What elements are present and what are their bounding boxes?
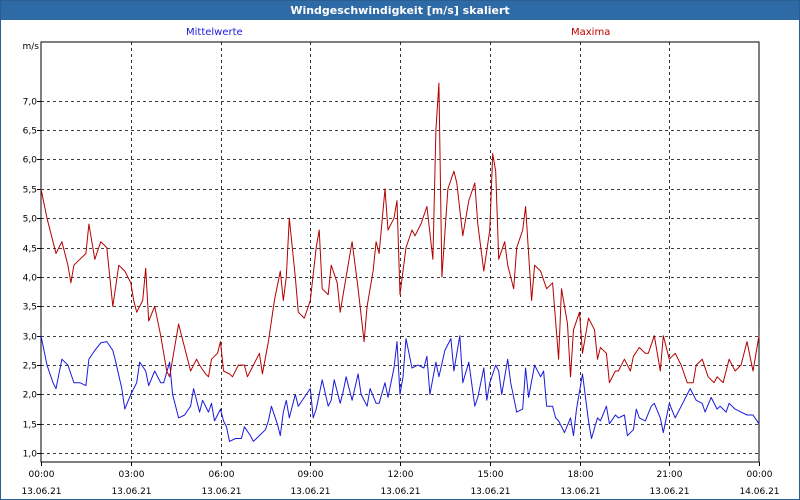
series-line-mittelwerte bbox=[40, 335, 760, 442]
x-tick-date: 13.06.21 bbox=[111, 487, 151, 497]
legend-maxima: Maxima bbox=[571, 27, 611, 38]
x-tick-date: 13.06.21 bbox=[290, 487, 330, 497]
x-tick-date: 13.06.21 bbox=[380, 487, 420, 497]
y-tick-label: 1,0 bbox=[23, 450, 38, 460]
x-tick-time: 21:00 bbox=[657, 470, 683, 480]
y-tick-label: 2,5 bbox=[23, 362, 37, 372]
y-tick-label: 3,0 bbox=[23, 333, 38, 343]
y-tick-label: 5,5 bbox=[23, 186, 37, 196]
x-tick-time: 00:00 bbox=[747, 470, 773, 480]
y-tick-label: 7,0 bbox=[23, 98, 38, 108]
x-tick-time: 00:00 bbox=[29, 470, 55, 480]
legend-mittelwerte: Mittelwerte bbox=[186, 27, 243, 38]
x-tick-date: 13.06.21 bbox=[470, 487, 510, 497]
y-axis-label: m/s bbox=[23, 42, 40, 52]
y-tick-label: 5,0 bbox=[23, 215, 38, 225]
series-line-maxima bbox=[40, 82, 760, 384]
y-tick-label: 6,5 bbox=[23, 127, 37, 137]
x-tick-time: 06:00 bbox=[209, 470, 235, 480]
y-tick-label: 4,5 bbox=[23, 245, 37, 255]
x-tick-date: 13.06.21 bbox=[201, 487, 241, 497]
x-tick-time: 09:00 bbox=[298, 470, 324, 480]
x-tick-time: 15:00 bbox=[478, 470, 504, 480]
plot-area bbox=[40, 41, 760, 463]
x-tick-date: 13.06.21 bbox=[560, 487, 600, 497]
y-tick-label: 4,0 bbox=[23, 274, 38, 284]
chart-title: Windgeschwindigkeit [m/s] skaliert bbox=[1, 1, 799, 20]
y-tick-label: 6,0 bbox=[23, 156, 38, 166]
x-tick-date: 13.06.21 bbox=[21, 487, 61, 497]
x-tick-date: 14.06.21 bbox=[739, 487, 779, 497]
y-tick-label: 1,5 bbox=[23, 421, 37, 431]
x-tick-date: 13.06.21 bbox=[649, 487, 689, 497]
x-tick-time: 03:00 bbox=[119, 470, 145, 480]
x-tick-time: 18:00 bbox=[568, 470, 594, 480]
y-tick-label: 3,5 bbox=[23, 303, 37, 313]
x-tick-time: 12:00 bbox=[388, 470, 414, 480]
y-tick-label: 2,0 bbox=[23, 391, 38, 401]
